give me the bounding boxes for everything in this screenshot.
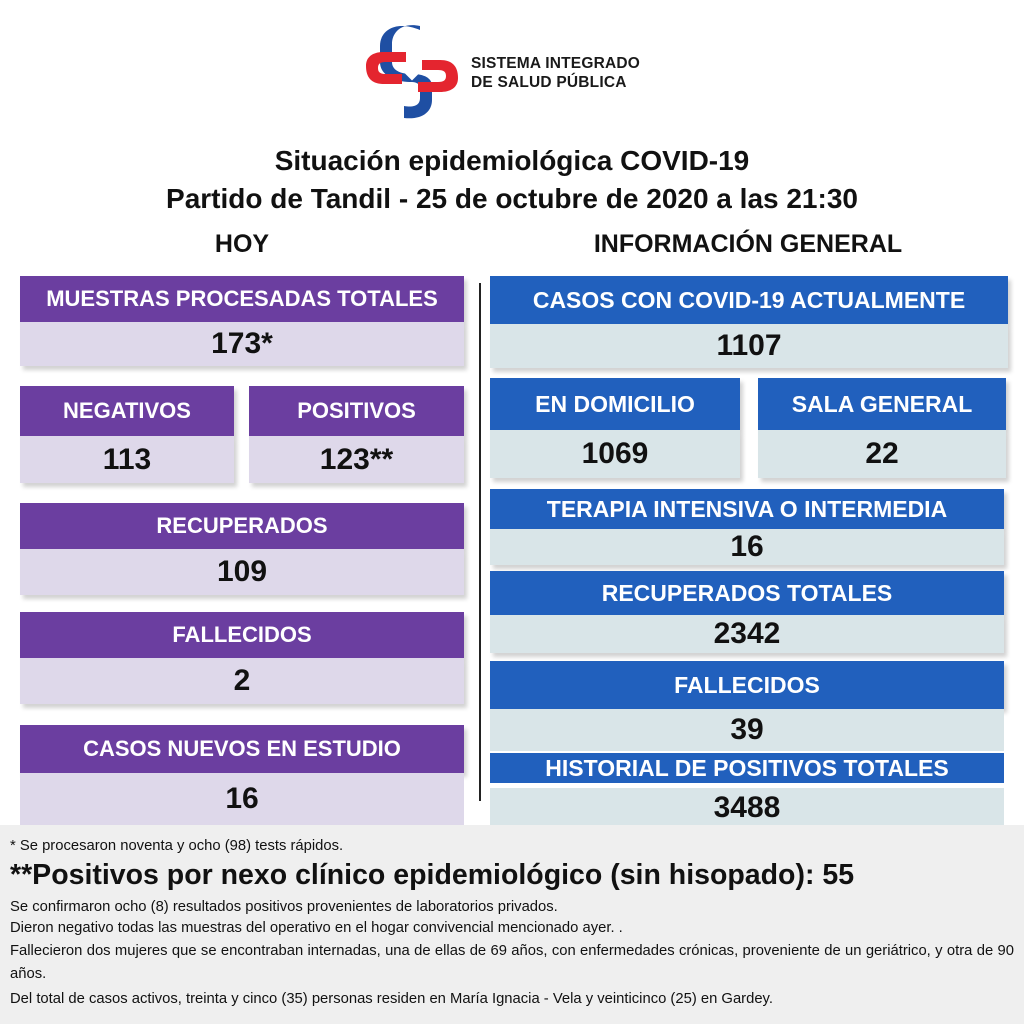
recuperados-totales-value: 2342	[490, 615, 1004, 653]
logo-blue-shape	[380, 25, 432, 119]
note-fallecimientos: Fallecieron dos mujeres que se encontrab…	[10, 943, 1014, 982]
logo-text-line2: DE SALUD PÚBLICA	[471, 74, 627, 91]
note-hogar-convivencial: Dieron negativo todas las muestras del o…	[10, 920, 623, 936]
domicilio-value: 1069	[490, 430, 740, 478]
fallecidos-hoy-value: 2	[20, 658, 464, 704]
negativos-label: NEGATIVOS	[20, 386, 234, 436]
casos-actuales-label: CASOS CON COVID-19 ACTUALMENTE	[490, 276, 1008, 324]
section-hoy: HOY	[214, 230, 270, 258]
logo-white-gap	[403, 63, 421, 81]
muestras-value: 173*	[20, 322, 464, 366]
logo-red-shape	[366, 52, 458, 92]
casos-actuales-value: 1107	[490, 324, 1008, 368]
note-casos-activos: Del total de casos activos, treinta y ci…	[10, 991, 773, 1007]
fallecidos-general-label: FALLECIDOS	[490, 661, 1004, 709]
report-title: Situación epidemiológica COVID-19	[274, 145, 750, 176]
domicilio-label: EN DOMICILIO	[490, 378, 740, 430]
positivos-label: POSITIVOS	[249, 386, 464, 436]
historial-label: HISTORIAL DE POSITIVOS TOTALES	[490, 753, 1004, 783]
fallecidos-general-value: 39	[490, 709, 1004, 751]
sala-general-value: 22	[758, 430, 1006, 478]
casos-nuevos-value: 16	[20, 773, 464, 825]
fallecidos-hoy-label: FALLECIDOS	[20, 612, 464, 658]
casos-nuevos-label: CASOS NUEVOS EN ESTUDIO	[20, 725, 464, 773]
negativos-value: 113	[20, 436, 234, 483]
terapia-value: 16	[490, 529, 1004, 565]
note-nexo-clinico: **Positivos por nexo clínico epidemiológ…	[10, 859, 855, 891]
logo-text-line1: SISTEMA INTEGRADO	[471, 55, 641, 72]
positivos-value: 123**	[249, 436, 464, 483]
muestras-label: MUESTRAS PROCESADAS TOTALES	[20, 276, 464, 322]
terapia-label: TERAPIA INTENSIVA O INTERMEDIA	[490, 489, 1004, 529]
sisp-logo	[366, 25, 458, 119]
note-tests-rapidos: * Se procesaron noventa y ocho (98) test…	[10, 838, 344, 854]
notes-panel	[0, 825, 1024, 1024]
column-divider	[479, 283, 481, 801]
sala-general-label: SALA GENERAL	[758, 378, 1006, 430]
section-informacion-general: INFORMACIÓN GENERAL	[593, 230, 903, 258]
recuperados-value: 109	[20, 549, 464, 595]
note-laboratorios-privados: Se confirmaron ocho (8) resultados posit…	[10, 899, 558, 915]
report-subtitle: Partido de Tandil - 25 de octubre de 202…	[166, 183, 858, 214]
historial-value: 3488	[490, 788, 1004, 828]
recuperados-label: RECUPERADOS	[20, 503, 464, 549]
recuperados-totales-label: RECUPERADOS TOTALES	[490, 571, 1004, 615]
